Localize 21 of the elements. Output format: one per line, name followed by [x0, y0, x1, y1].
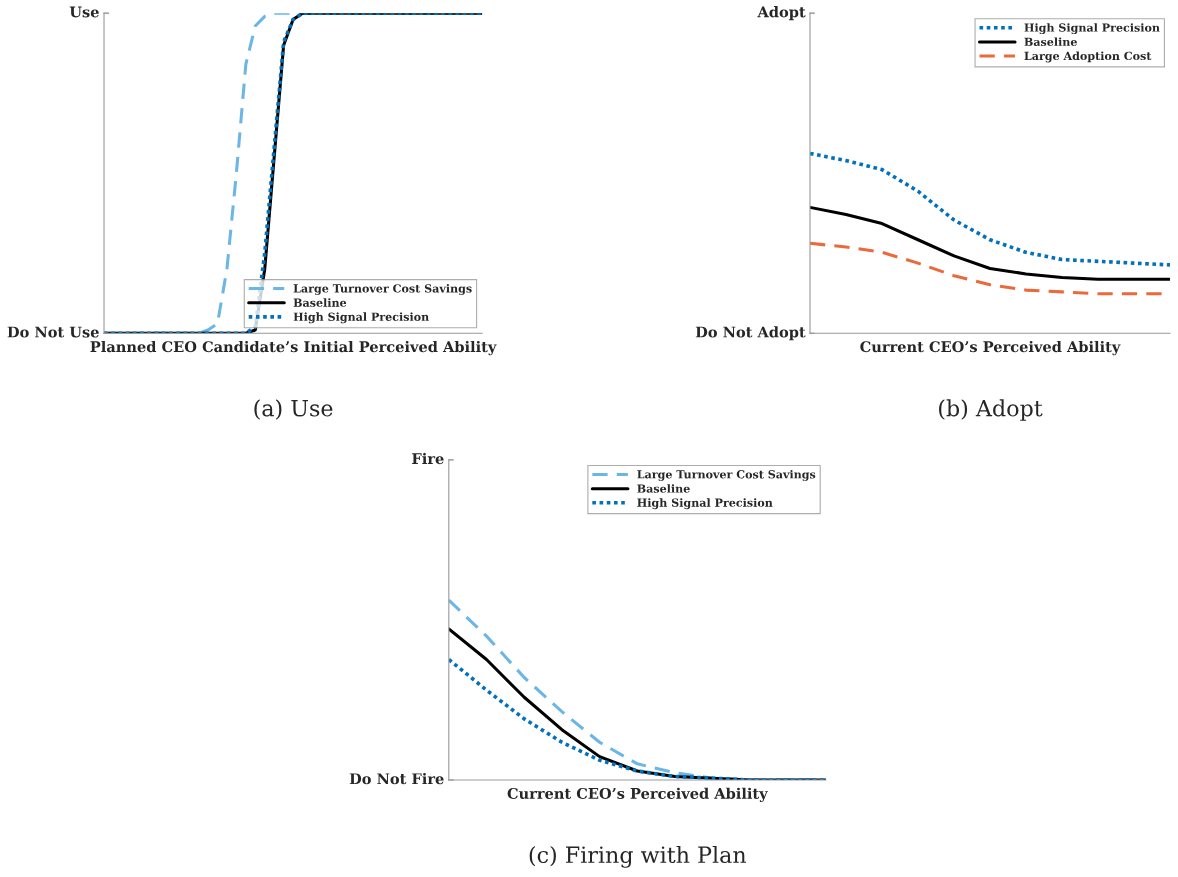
- text: (c) Firing with Plan: [529, 845, 747, 868]
- x-axis-title: Current CEO’s Perceived Ability: [507, 787, 768, 802]
- legend-label: Baseline: [293, 298, 347, 307]
- legend-label: High Signal Precision: [1024, 23, 1160, 35]
- legend-label: High Signal Precision: [637, 498, 773, 510]
- text: (a) Use: [254, 399, 333, 420]
- legend-label: Baseline: [637, 484, 690, 493]
- legend-label: Large Turnover Cost Savings: [637, 469, 816, 481]
- x-axis-title: Planned CEO Candidate’s Initial Perceived Ability: [90, 340, 497, 356]
- text: Do Not Adopt: [695, 326, 806, 341]
- text: Use: [69, 6, 99, 18]
- text: Fire: [412, 452, 444, 465]
- text: Do Not Use: [7, 326, 99, 338]
- legend-label: Baseline: [1024, 37, 1077, 46]
- text: Do Not Fire: [349, 772, 444, 785]
- x-axis-title: Current CEO’s Perceived Ability: [860, 340, 1121, 356]
- text: (b) Adopt: [939, 399, 1043, 421]
- text: Adopt: [757, 6, 806, 21]
- legend-label: High Signal Precision: [293, 312, 429, 324]
- legend-label: Large Adoption Cost: [1024, 51, 1152, 63]
- legend-label: Large Turnover Cost Savings: [293, 284, 472, 295]
